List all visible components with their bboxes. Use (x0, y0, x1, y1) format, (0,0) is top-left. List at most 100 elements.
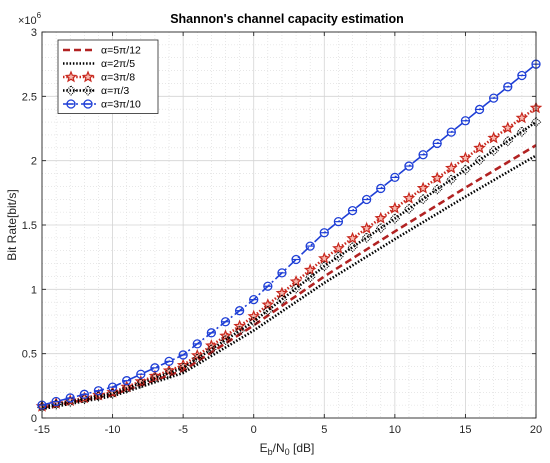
series-3-marker (346, 231, 359, 244)
series-4-marker (135, 377, 147, 389)
y-tick-label: 2 (31, 156, 37, 168)
series-4-marker (276, 294, 288, 305)
legend-marker (81, 70, 95, 83)
series-3-marker (402, 191, 416, 204)
tick-labels: -15 -10 -5 0 5 10 15 20 0 0.5 1 1.5 2 2.5 3 (22, 27, 542, 436)
series-4-marker (389, 213, 401, 224)
legend: α=5π/12α=2π/5 α=3π/8α=π/3 α=3π/10 (57, 39, 159, 114)
series-3-marker (318, 251, 331, 264)
series-4-marker (191, 353, 203, 364)
series-2-line (41, 154, 537, 411)
series-4-marker (446, 174, 457, 185)
x-label-main: E (260, 441, 268, 455)
x-tick-label: 15 (459, 424, 471, 436)
x-tick-label: 5 (321, 424, 327, 436)
y-tick-label: 3 (31, 27, 37, 39)
series-4-marker (361, 232, 372, 243)
y-tick-label: 0.5 (22, 349, 37, 361)
series-3-marker (247, 309, 260, 322)
x-tick-label: 0 (251, 424, 257, 436)
series-3-marker (430, 171, 444, 184)
series-4-marker (234, 325, 245, 337)
series-4-marker (163, 367, 175, 379)
legend-label: α=2π/5 (101, 58, 135, 70)
series-4-marker (107, 388, 118, 399)
series-3-marker (176, 358, 190, 371)
series-4-marker (50, 399, 62, 410)
series-3-marker (416, 181, 430, 194)
series-4-marker (319, 260, 330, 272)
series-3-marker (360, 221, 373, 234)
series-3-marker (501, 121, 515, 134)
x-label-sub2: 0 (285, 447, 290, 457)
series-3-marker (106, 385, 119, 398)
legend-item-1: α=5π/12 (63, 45, 141, 57)
y-axis-label: Bit Rate[bit/s] (5, 189, 19, 260)
y-exponent: ×106 (18, 11, 42, 27)
legend-label: α=3π/8 (101, 72, 135, 84)
series-3-marker (459, 151, 472, 164)
series-4-marker (304, 271, 316, 283)
y-exponent-base: ×10 (18, 15, 37, 27)
x-tick-label: -5 (178, 424, 188, 436)
legend-item-4: α=π/3 (63, 85, 129, 97)
legend-label: α=π/3 (101, 85, 129, 97)
series-4-marker (248, 316, 259, 327)
series-5 (37, 59, 541, 410)
series-3-marker (134, 374, 148, 387)
legend-marker (82, 85, 94, 96)
series-4-marker (206, 344, 217, 355)
x-tick-label: 20 (530, 424, 542, 436)
series-4-marker (403, 203, 415, 215)
x-tick-label: -15 (34, 424, 50, 436)
y-tick-label: 1 (31, 284, 37, 296)
series-4-marker (431, 183, 443, 195)
series-3-marker (487, 131, 500, 144)
series-1 (41, 144, 537, 409)
series-3-marker (233, 319, 246, 332)
series-4-marker (516, 126, 528, 137)
legend-label: α=3π/10 (101, 99, 141, 111)
series-4-marker (417, 193, 429, 205)
series-3-marker (374, 211, 388, 224)
legend-label: α=5π/12 (101, 45, 141, 57)
series-4-marker (460, 164, 471, 175)
y-tick-label: 2.5 (22, 91, 37, 103)
legend-item-5: α=3π/10 (63, 99, 141, 111)
series-3-marker (219, 329, 232, 342)
series-2 (41, 154, 537, 411)
series-3-marker (303, 263, 317, 276)
series-4-marker (347, 241, 358, 253)
series-3-marker (332, 241, 345, 254)
series-3-marker (261, 298, 275, 311)
series-4-marker (177, 362, 189, 374)
legend-marker (65, 85, 77, 96)
x-label-sub1: b (268, 447, 273, 457)
series-4-marker (375, 222, 387, 234)
x-tick-label: -10 (105, 424, 121, 436)
series-4-marker (488, 145, 499, 156)
series-1-line (41, 144, 537, 409)
series-3-marker (190, 348, 204, 361)
series-4-marker (333, 251, 344, 262)
series-4-marker (220, 334, 231, 346)
y-tick-label: 0 (31, 413, 37, 425)
y-exponent-power: 6 (37, 11, 42, 20)
series-3-marker (515, 111, 529, 124)
series-4-marker (149, 372, 161, 384)
series-4-marker (502, 135, 514, 147)
legend-item-3: α=3π/8 (63, 70, 135, 84)
legend-item-2: α=2π/5 (63, 58, 135, 70)
chart-title: Shannon's channel capacity estimation (170, 12, 404, 26)
x-tick-label: 10 (389, 424, 401, 436)
series-4-marker (121, 383, 132, 394)
series-4-marker (262, 305, 274, 316)
series-4-marker (474, 154, 485, 166)
series-3-marker (388, 201, 402, 214)
y-tick-label: 1.5 (22, 220, 37, 232)
axes (41, 31, 537, 419)
series-5-line (41, 63, 537, 406)
legend-marker (64, 70, 78, 83)
x-axis-label: Eb/N0 [dB] (260, 441, 315, 457)
